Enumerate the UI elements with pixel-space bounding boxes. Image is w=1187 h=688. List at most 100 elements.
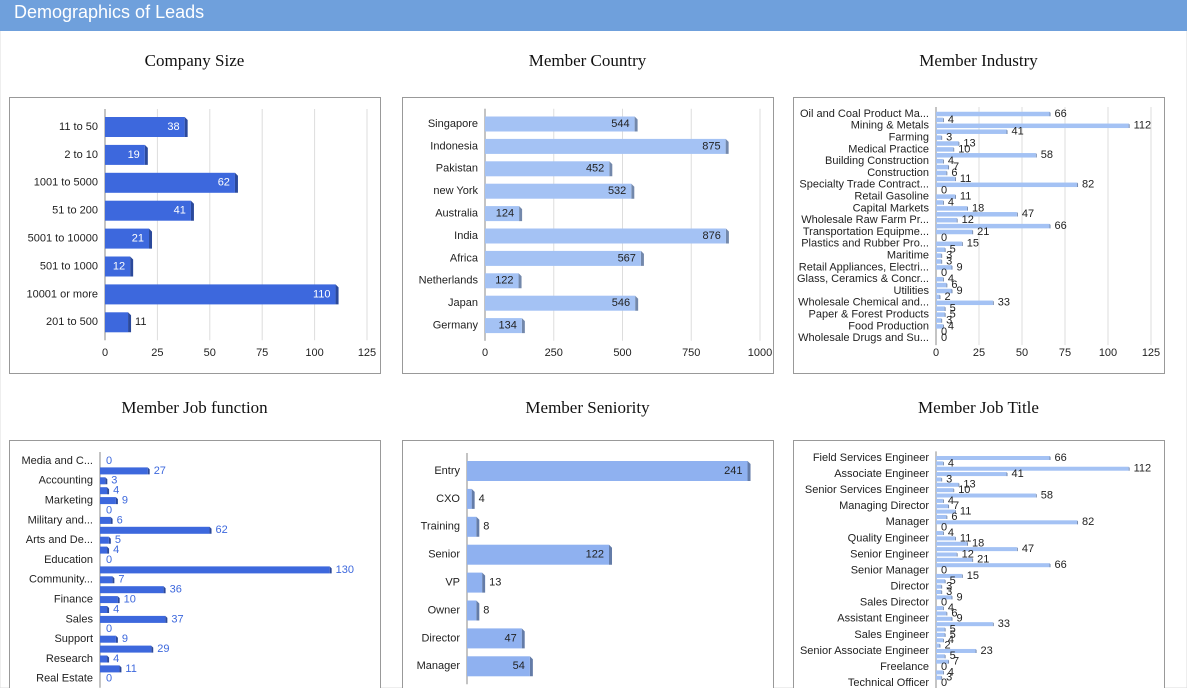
- value-label: 4: [948, 457, 954, 469]
- value-label: 10: [958, 143, 970, 155]
- bar: [936, 265, 952, 270]
- bar: [936, 461, 943, 466]
- category-label: Military and...: [28, 514, 93, 526]
- value-label: 4: [113, 603, 119, 615]
- x-tick-label: 25: [973, 347, 985, 359]
- value-label: 7: [953, 161, 959, 173]
- category-label: Field Services Engineer: [813, 452, 930, 464]
- bar-side: [936, 312, 946, 317]
- value-label: 4: [948, 196, 954, 208]
- bar: [936, 670, 943, 675]
- bar: [467, 572, 483, 593]
- value-label: 3: [946, 581, 952, 593]
- category-label: Associate Engineer: [834, 468, 929, 480]
- category-label: Director: [890, 581, 929, 593]
- bar: [467, 461, 748, 481]
- category-label: Transportation Equipme...: [803, 226, 929, 238]
- bar: [100, 497, 116, 505]
- value-label: 0: [106, 673, 112, 685]
- category-label: Finance: [54, 594, 93, 606]
- value-label: 3: [946, 314, 952, 326]
- bar-side: [100, 477, 108, 485]
- bar-side: [936, 584, 943, 589]
- bar-side: [936, 324, 944, 329]
- value-label: 124: [496, 208, 514, 220]
- value-label: 6: [951, 279, 957, 291]
- value-label: 3: [946, 132, 952, 144]
- value-label: 66: [1055, 108, 1067, 120]
- value-label: 3: [946, 255, 952, 267]
- bar: [467, 516, 477, 537]
- category-label: Medical Practice: [848, 143, 929, 155]
- category-label: Glass, Ceramics & Concr...: [797, 273, 929, 285]
- x-tick-label: 100: [305, 347, 323, 359]
- value-label: 4: [948, 634, 954, 646]
- category-label: Farming: [889, 132, 929, 144]
- value-label: 3: [111, 475, 117, 487]
- category-label: new York: [433, 185, 478, 197]
- bar: [936, 200, 943, 205]
- bar-side: [936, 259, 943, 264]
- category-label: Accounting: [39, 475, 93, 487]
- category-label: 11 to 50: [59, 121, 98, 133]
- bar: [936, 324, 943, 329]
- bar: [936, 306, 945, 311]
- bar-side: [936, 276, 944, 282]
- bar: [936, 498, 943, 503]
- panel-title: Member Industry: [919, 51, 1038, 70]
- value-label: 0: [941, 326, 947, 338]
- bar: [936, 622, 993, 627]
- value-label: 8: [483, 521, 489, 533]
- bar: [936, 206, 967, 211]
- bar: [936, 536, 955, 541]
- x-tick-label: 50: [1016, 347, 1028, 359]
- category-label: Utilities: [894, 285, 930, 297]
- bar: [936, 557, 973, 562]
- value-label: 9: [122, 633, 128, 645]
- category-label: Indonesia: [430, 140, 479, 152]
- bar: [100, 546, 108, 554]
- bar: [100, 586, 164, 594]
- category-label: Senior: [428, 549, 460, 561]
- bar: [100, 566, 330, 574]
- bar-side: [936, 627, 946, 632]
- bar: [467, 628, 522, 649]
- x-tick-label: 25: [151, 347, 163, 359]
- bar: [936, 595, 952, 600]
- x-tick-label: 1000: [748, 347, 772, 359]
- bar: [105, 200, 191, 221]
- category-label: Arts and De...: [26, 534, 93, 546]
- value-label: 532: [608, 185, 626, 197]
- category-label: Wholesale Drugs and Su...: [798, 332, 929, 344]
- value-label: 0: [941, 677, 947, 688]
- category-label: Managing Director: [839, 500, 929, 512]
- x-tick-label: 50: [204, 347, 216, 359]
- bar: [936, 477, 942, 482]
- value-label: 18: [972, 202, 984, 214]
- bar: [100, 526, 210, 534]
- value-label: 110: [313, 288, 331, 300]
- value-label: 0: [941, 185, 947, 197]
- bar: [485, 183, 632, 199]
- value-label: 4: [948, 320, 954, 332]
- bar: [936, 164, 949, 170]
- value-label: 4: [113, 485, 119, 497]
- bar: [467, 656, 530, 677]
- value-label: 7: [118, 574, 124, 586]
- bar: [105, 284, 336, 305]
- value-label: 5: [950, 629, 956, 641]
- bar: [936, 616, 952, 621]
- value-label: 11: [135, 316, 146, 328]
- bar: [936, 141, 959, 146]
- category-label: Senior Manager: [851, 564, 930, 576]
- bar: [936, 638, 943, 643]
- bar: [936, 176, 955, 182]
- header-bar: [0, 0, 1187, 31]
- category-label: Sales Director: [860, 597, 929, 609]
- bar: [100, 596, 118, 604]
- value-label: 9: [956, 613, 962, 625]
- bar: [936, 590, 942, 594]
- category-label: 51 to 200: [52, 205, 98, 217]
- bar: [936, 282, 947, 288]
- bar-side: [100, 497, 118, 505]
